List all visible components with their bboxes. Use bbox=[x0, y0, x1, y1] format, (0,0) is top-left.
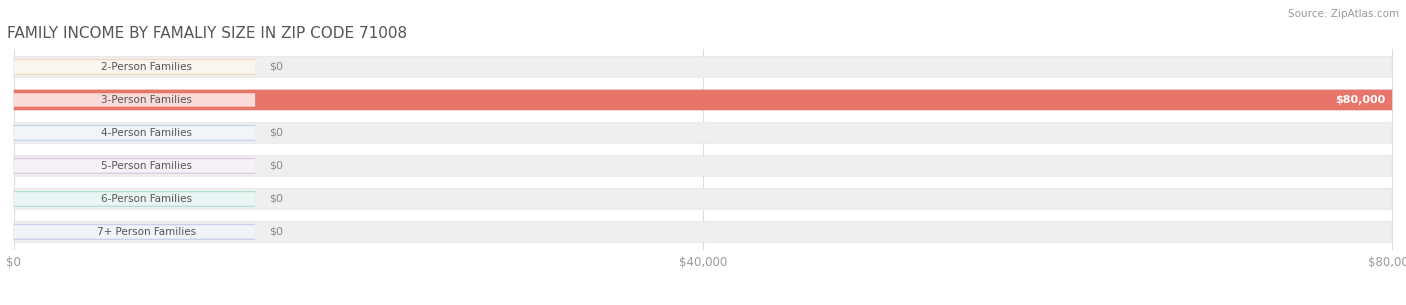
FancyBboxPatch shape bbox=[14, 92, 254, 108]
Text: $0: $0 bbox=[269, 128, 283, 138]
Text: Source: ZipAtlas.com: Source: ZipAtlas.com bbox=[1288, 9, 1399, 19]
FancyBboxPatch shape bbox=[14, 225, 254, 239]
Text: $0: $0 bbox=[269, 161, 283, 171]
FancyBboxPatch shape bbox=[14, 60, 254, 74]
Text: $0: $0 bbox=[269, 194, 283, 204]
Text: 5-Person Families: 5-Person Families bbox=[101, 161, 193, 171]
FancyBboxPatch shape bbox=[14, 123, 1392, 143]
Text: 7+ Person Families: 7+ Person Families bbox=[97, 227, 195, 237]
Text: $80,000: $80,000 bbox=[1334, 95, 1385, 105]
Text: $0: $0 bbox=[269, 62, 283, 72]
FancyBboxPatch shape bbox=[14, 224, 254, 240]
FancyBboxPatch shape bbox=[14, 159, 254, 173]
FancyBboxPatch shape bbox=[14, 90, 1392, 110]
Text: 4-Person Families: 4-Person Families bbox=[101, 128, 193, 138]
Text: 3-Person Families: 3-Person Families bbox=[101, 95, 193, 105]
Text: 6-Person Families: 6-Person Families bbox=[101, 194, 193, 204]
FancyBboxPatch shape bbox=[14, 191, 254, 207]
FancyBboxPatch shape bbox=[14, 192, 254, 206]
Text: FAMILY INCOME BY FAMALIY SIZE IN ZIP CODE 71008: FAMILY INCOME BY FAMALIY SIZE IN ZIP COD… bbox=[7, 26, 408, 41]
FancyBboxPatch shape bbox=[14, 126, 254, 140]
FancyBboxPatch shape bbox=[14, 59, 254, 75]
FancyBboxPatch shape bbox=[14, 156, 1392, 176]
FancyBboxPatch shape bbox=[14, 222, 1392, 242]
FancyBboxPatch shape bbox=[14, 189, 1392, 209]
FancyBboxPatch shape bbox=[14, 57, 1392, 77]
FancyBboxPatch shape bbox=[14, 125, 254, 141]
FancyBboxPatch shape bbox=[14, 158, 254, 174]
FancyBboxPatch shape bbox=[14, 90, 1392, 110]
Text: 2-Person Families: 2-Person Families bbox=[101, 62, 193, 72]
FancyBboxPatch shape bbox=[14, 93, 254, 107]
Text: $0: $0 bbox=[269, 227, 283, 237]
